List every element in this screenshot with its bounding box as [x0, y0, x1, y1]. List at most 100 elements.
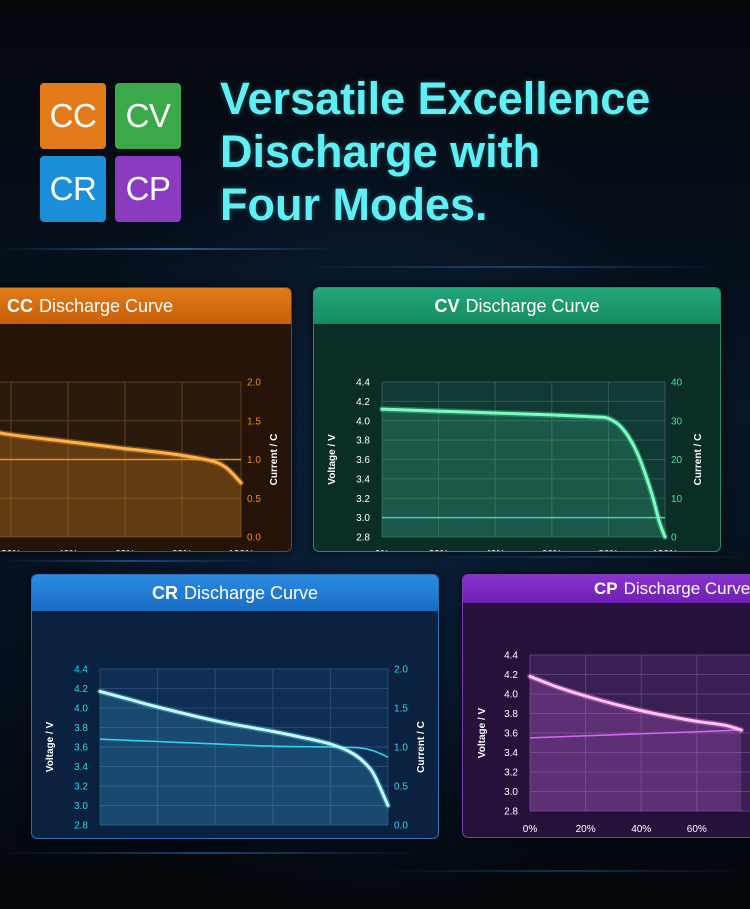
y-tick-label: 2.8 — [74, 821, 88, 832]
y-tick-label: 4.0 — [74, 704, 88, 715]
y2-tick-label: 0.0 — [394, 821, 408, 832]
x-tick-label: 100% — [652, 549, 678, 551]
y2-tick-label: 1.0 — [247, 455, 261, 466]
panel-title: CP Discharge Curve — [463, 575, 750, 603]
y-tick-label: 2.8 — [356, 533, 370, 544]
light-streak — [380, 870, 750, 872]
y-tick-label: 4.2 — [356, 397, 370, 408]
cp-chart: 0%20%40%60%8Capacity4.44.24.03.83.63.43.… — [477, 651, 750, 835]
y-tick-label: 3.8 — [356, 436, 370, 447]
y-tick-label: 4.2 — [74, 684, 88, 695]
y2-tick-label: 1.5 — [247, 416, 261, 427]
title-text: Discharge Curve — [183, 582, 319, 603]
panel-title: CR Discharge Curve — [32, 575, 438, 611]
series-line-current — [99, 738, 389, 758]
title-text: Discharge Curve — [465, 295, 600, 316]
y2-tick-label: 0.5 — [394, 782, 408, 793]
mode-label: CP — [594, 579, 618, 598]
x-tick-label: 40% — [205, 837, 225, 838]
y-tick-label: 3.0 — [504, 787, 518, 798]
y-tick-label: 4.4 — [356, 378, 370, 389]
series-line-voltage — [0, 431, 243, 485]
y-tick-label: 3.6 — [504, 729, 518, 740]
y2-tick-label: 30 — [671, 416, 683, 427]
x-tick-label: 20% — [576, 824, 596, 835]
y-tick-label: 3.8 — [504, 709, 518, 720]
y-tick-label: 4.4 — [504, 651, 518, 662]
y2-tick-label: 2.0 — [394, 665, 408, 676]
y2-tick-label: 10 — [671, 494, 683, 505]
y-tick-label: 4.2 — [504, 670, 518, 681]
cr-chart: 0%20%40%60%80%100%Capacity4.44.24.03.83.… — [45, 665, 427, 839]
y2-tick-label: 2.0 — [247, 378, 261, 389]
headline: Versatile Excellence Discharge with Four… — [220, 72, 650, 231]
curve-area — [382, 409, 665, 537]
y-tick-label: 4.4 — [74, 665, 88, 676]
y-axis-label: Voltage / V — [327, 434, 338, 485]
y2-axis-label: Current / C — [416, 721, 427, 773]
y2-tick-label: 40 — [671, 378, 683, 389]
y-tick-label: 3.8 — [74, 723, 88, 734]
x-tick-label: 40% — [485, 549, 505, 551]
y2-axis-label: Current / C — [269, 434, 280, 486]
x-tick-label: 60% — [687, 824, 707, 835]
x-tick-label: 20% — [148, 837, 168, 838]
y2-tick-label: 0 — [671, 533, 677, 544]
y-tick-label: 3.4 — [356, 474, 370, 485]
y2-tick-label: 1.0 — [394, 743, 408, 754]
y-tick-label: 3.4 — [504, 748, 518, 759]
x-tick-label: 40% — [58, 549, 78, 551]
x-tick-label: 60% — [542, 549, 562, 551]
y-axis-label: Voltage / V — [477, 707, 488, 758]
x-tick-label: 0% — [523, 824, 538, 835]
title-text: Discharge Curve — [623, 579, 750, 598]
badge-cp: CP — [115, 156, 181, 222]
curve-area — [530, 676, 742, 811]
series-line-current — [380, 407, 667, 539]
badge-cv: CV — [115, 83, 181, 149]
x-tick-label: 80% — [172, 549, 192, 551]
light-streak — [0, 560, 260, 562]
y-tick-label: 3.4 — [74, 762, 88, 773]
x-tick-label: 0% — [375, 549, 390, 551]
badge-cr: CR — [40, 156, 106, 222]
x-tick-label: 20% — [1, 549, 21, 551]
y2-tick-label: 1.5 — [394, 704, 408, 715]
x-tick-label: 40% — [631, 824, 651, 835]
mode-label: CC — [7, 295, 33, 316]
curve-area — [100, 691, 388, 825]
y-tick-label: 3.0 — [74, 801, 88, 812]
y-tick-label: 3.0 — [356, 513, 370, 524]
series-line-voltage — [528, 674, 743, 732]
series-line-voltage — [98, 689, 390, 807]
x-tick-label: 20% — [429, 549, 449, 551]
y-tick-label: 4.0 — [504, 690, 518, 701]
title-text: Discharge Curve — [39, 295, 174, 316]
light-streak — [300, 266, 720, 268]
y-tick-label: 3.6 — [356, 455, 370, 466]
y-tick-label: 3.2 — [74, 782, 88, 793]
panel-title: CV Discharge Curve — [314, 288, 720, 324]
y-tick-label: 3.2 — [504, 768, 518, 779]
x-tick-label: 60% — [115, 549, 135, 551]
y2-axis-label: Current / C — [693, 434, 704, 486]
x-tick-label: 80% — [320, 837, 340, 838]
badge-cc: CC — [40, 83, 106, 149]
panel-title: CC Discharge Curve — [0, 288, 291, 324]
light-streak — [430, 556, 750, 558]
y2-tick-label: 20 — [671, 455, 683, 466]
x-tick-label: 100% — [375, 837, 401, 838]
y2-tick-label: 0.5 — [247, 494, 261, 505]
y2-tick-label: 0.0 — [247, 533, 261, 544]
mode-label: CV — [434, 295, 460, 316]
y-tick-label: 3.6 — [74, 743, 88, 754]
headline-line: Discharge with — [220, 126, 541, 177]
y-tick-label: 2.8 — [504, 807, 518, 818]
cc-chart: 20%40%60%80%100%Capacity2.01.51.00.50.0C… — [0, 378, 280, 551]
headline-line: Versatile Excellence — [220, 73, 651, 124]
y-axis-label: Voltage / V — [45, 721, 56, 772]
series-line-power — [529, 729, 742, 739]
